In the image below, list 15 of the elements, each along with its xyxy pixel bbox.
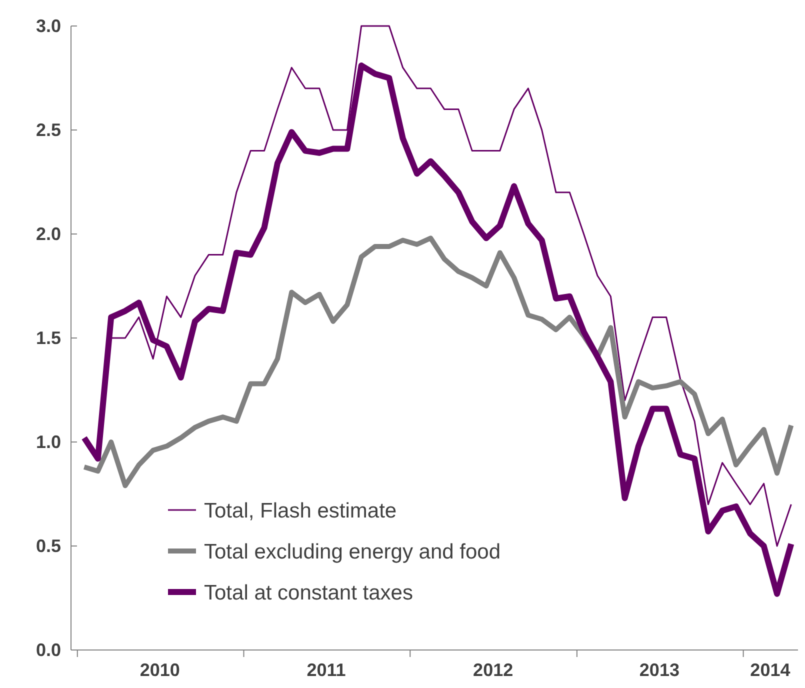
x-tick-label: 2010	[140, 660, 180, 680]
y-tick-label: 0.5	[36, 536, 61, 556]
y-tick-label: 2.5	[36, 120, 61, 140]
y-tick-label: 3.0	[36, 16, 61, 36]
y-tick-label: 1.5	[36, 328, 61, 348]
legend-label: Total, Flash estimate	[204, 499, 397, 522]
x-tick-label: 2012	[473, 660, 514, 680]
y-tick-label: 2.0	[36, 224, 61, 244]
legend-label: Total at constant taxes	[204, 581, 413, 604]
y-tick-label: 0.0	[36, 640, 61, 660]
x-tick-label: 2013	[639, 660, 680, 680]
x-tick-label: 2011	[306, 660, 346, 680]
x-tick-label: 2014	[750, 660, 790, 680]
legend-label: Total excluding energy and food	[204, 540, 501, 564]
y-tick-label: 1.0	[36, 432, 61, 452]
